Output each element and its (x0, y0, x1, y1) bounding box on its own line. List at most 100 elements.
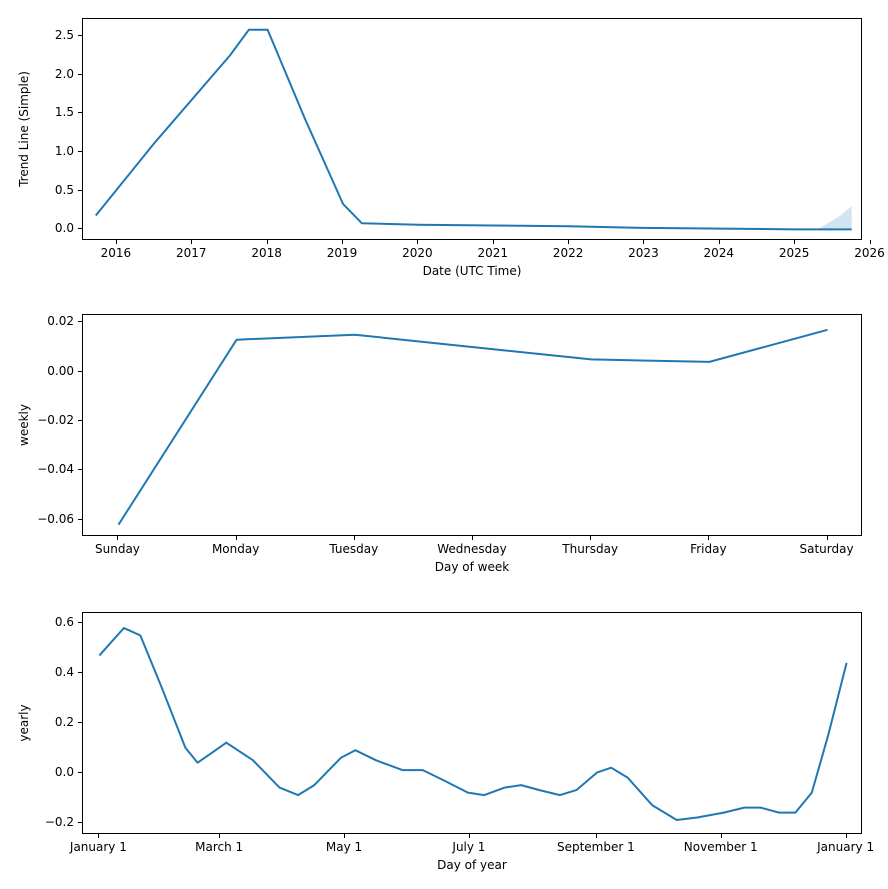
y-tick-label: −0.2 (45, 815, 74, 829)
y-tick-label: 0.5 (55, 183, 74, 197)
x-tick (643, 240, 644, 244)
y-tick (78, 74, 82, 75)
weekly-ylabel: weekly (17, 404, 31, 446)
x-tick (469, 834, 470, 838)
figure: 2016 2017 2018 2019 2020 2021 2022 2023 2024 2025… (0, 0, 888, 889)
y-tick-label: 2.0 (55, 67, 74, 81)
trend-xlabel: Date (UTC Time) (423, 264, 522, 278)
x-tick-label: 2025 (779, 246, 810, 260)
x-tick (342, 240, 343, 244)
y-tick (78, 722, 82, 723)
x-tick-label: Saturday (799, 542, 853, 556)
weekly-svg (83, 315, 863, 537)
trend-plot-area (82, 18, 862, 240)
x-tick (794, 240, 795, 244)
y-tick-label: 0.0 (55, 221, 74, 235)
x-tick (827, 536, 828, 540)
series-line (119, 330, 828, 525)
y-tick (78, 151, 82, 152)
x-tick-label: Sunday (95, 542, 140, 556)
x-tick (721, 834, 722, 838)
y-tick (78, 822, 82, 823)
y-tick-label: 0.02 (47, 314, 74, 328)
yearly-panel: January 1March 1May 1July 1September 1No… (82, 612, 862, 834)
y-tick (78, 35, 82, 36)
x-tick (846, 834, 847, 838)
y-tick-label: −0.04 (37, 462, 74, 476)
x-tick (117, 536, 118, 540)
x-tick-label: November 1 (684, 840, 758, 854)
x-tick (568, 240, 569, 244)
y-tick (78, 112, 82, 113)
x-tick (708, 536, 709, 540)
x-tick-label: Friday (690, 542, 726, 556)
y-tick (78, 420, 82, 421)
y-tick (78, 772, 82, 773)
x-tick (267, 240, 268, 244)
y-tick-label: 2.5 (55, 28, 74, 42)
confidence-band (818, 206, 852, 229)
y-tick-label: 0.6 (55, 615, 74, 629)
y-tick-label: −0.02 (37, 413, 74, 427)
x-tick-label: 2022 (553, 246, 584, 260)
yearly-ylabel: yearly (17, 704, 31, 741)
x-tick-label: 2026 (854, 246, 885, 260)
x-tick-label: 2018 (251, 246, 282, 260)
x-tick (354, 536, 355, 540)
x-tick-label: July 1 (452, 840, 485, 854)
y-tick (78, 190, 82, 191)
x-tick-label: Tuesday (329, 542, 378, 556)
x-tick (472, 536, 473, 540)
x-tick (236, 536, 237, 540)
weekly-xlabel: Day of week (435, 560, 509, 574)
y-tick-label: 1.0 (55, 144, 74, 158)
y-tick (78, 371, 82, 372)
y-tick-label: 0.4 (55, 665, 74, 679)
y-tick (78, 519, 82, 520)
x-tick-label: September 1 (557, 840, 635, 854)
y-tick-label: −0.06 (37, 512, 74, 526)
x-tick (344, 834, 345, 838)
x-tick-label: 2023 (628, 246, 659, 260)
x-tick-label: 2020 (402, 246, 433, 260)
series-line (99, 628, 846, 820)
yearly-xlabel: Day of year (437, 858, 507, 872)
y-tick (78, 672, 82, 673)
y-tick-label: 0.0 (55, 765, 74, 779)
x-tick-label: March 1 (195, 840, 243, 854)
x-tick-label: January 1 (70, 840, 127, 854)
x-tick-label: Monday (212, 542, 259, 556)
weekly-panel: SundayMondayTuesdayWednesdayThursdayFrid… (82, 314, 862, 536)
x-tick (596, 834, 597, 838)
y-tick (78, 469, 82, 470)
x-tick-label: January 1 (817, 840, 874, 854)
trend-ylabel: Trend Line (Simple) (17, 71, 31, 187)
y-tick (78, 321, 82, 322)
weekly-plot-area (82, 314, 862, 536)
x-tick-label: May 1 (326, 840, 362, 854)
x-tick (191, 240, 192, 244)
x-tick (219, 834, 220, 838)
x-tick (590, 536, 591, 540)
trend-svg (83, 19, 863, 241)
x-tick-label: Wednesday (437, 542, 506, 556)
x-tick (870, 240, 871, 244)
x-tick-label: 2017 (176, 246, 207, 260)
y-tick-label: 1.5 (55, 105, 74, 119)
series-line (96, 30, 852, 230)
x-tick-label: Thursday (562, 542, 618, 556)
x-tick-label: 2021 (477, 246, 508, 260)
y-tick-label: 0.2 (55, 715, 74, 729)
x-tick (719, 240, 720, 244)
y-tick-label: 0.00 (47, 364, 74, 378)
x-tick-label: 2019 (327, 246, 358, 260)
x-tick (417, 240, 418, 244)
yearly-svg (83, 613, 863, 835)
yearly-plot-area (82, 612, 862, 834)
trend-panel: 2016201720182019202020212022202320242025… (82, 18, 862, 240)
y-tick (78, 622, 82, 623)
y-tick (78, 228, 82, 229)
x-tick-label: 2024 (704, 246, 735, 260)
x-tick (116, 240, 117, 244)
x-tick-label: 2016 (101, 246, 132, 260)
